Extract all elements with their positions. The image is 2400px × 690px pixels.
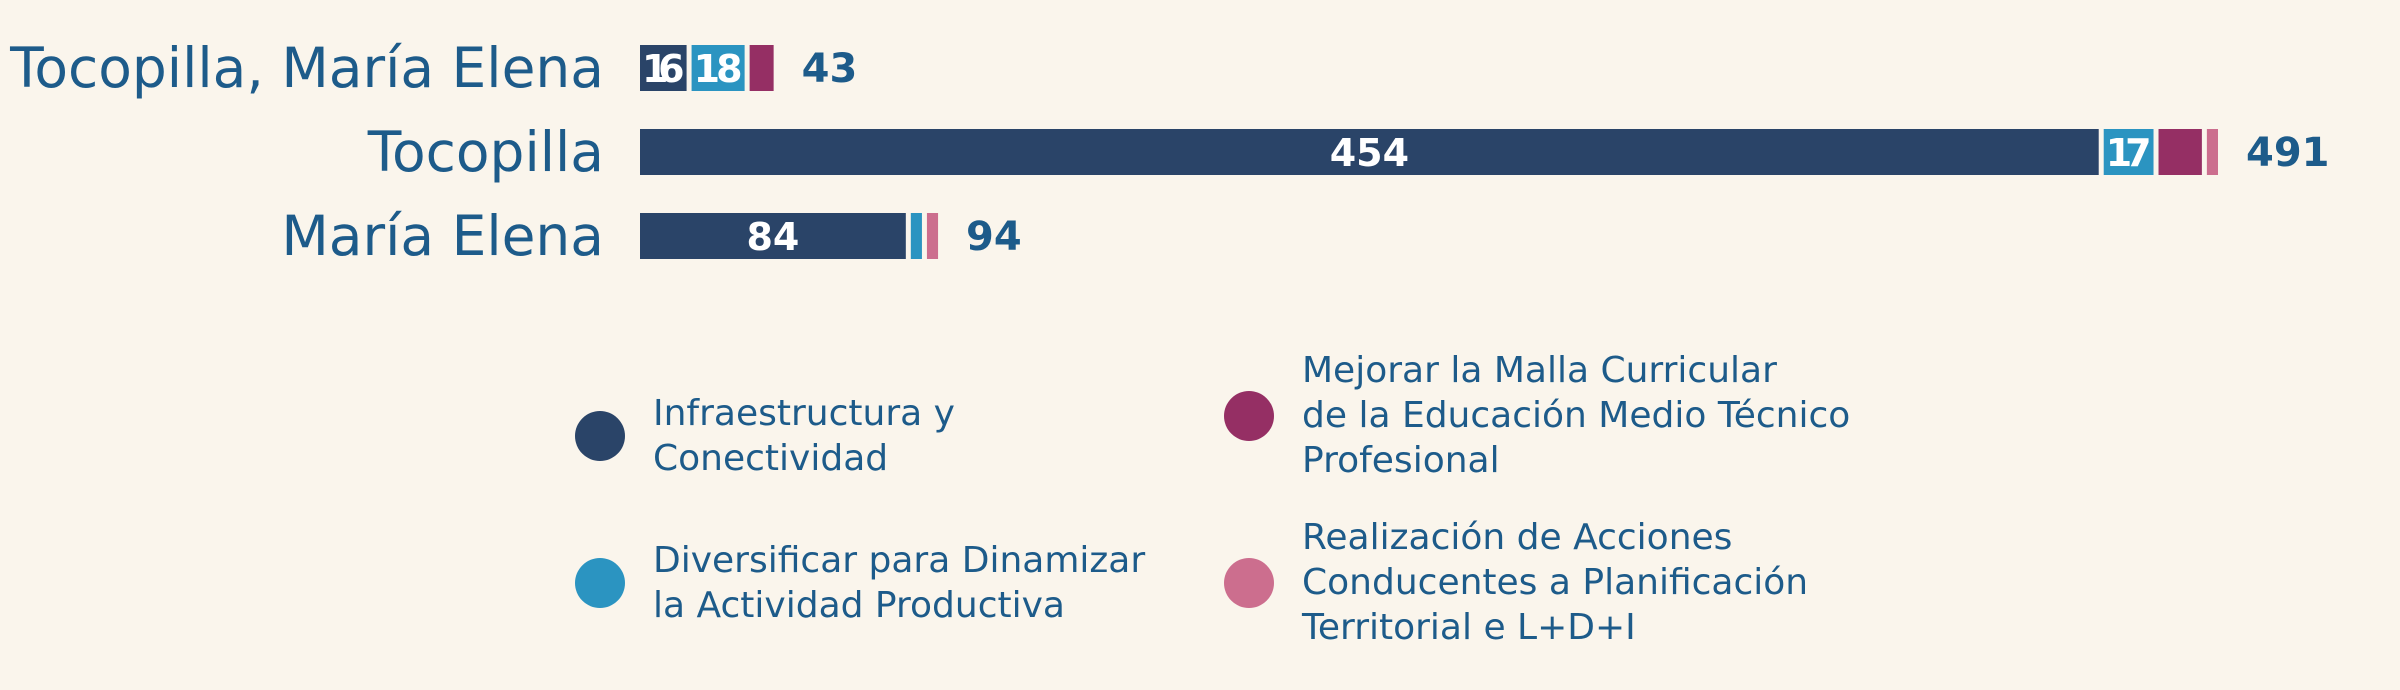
bar-segment: [926, 213, 939, 259]
bar-segment: [749, 45, 774, 91]
category-label: Tocopilla, María Elena: [9, 36, 604, 100]
bar-segment: [2158, 129, 2202, 175]
bar-segment: [910, 213, 922, 259]
bar-segment: [640, 129, 2099, 175]
segment-value-label: 454: [1330, 131, 1409, 175]
total-label: 43: [802, 46, 858, 92]
total-label: 94: [966, 214, 1022, 260]
bar-segment: [2206, 129, 2218, 175]
segment-value-label: 18: [694, 47, 743, 91]
category-label: María Elena: [281, 204, 604, 268]
bar-segment: [691, 45, 745, 91]
total-label: 491: [2246, 130, 2330, 176]
segment-value-label: 17: [2106, 131, 2152, 175]
segment-value-label: 84: [746, 215, 799, 259]
bar-segment: [640, 45, 687, 91]
bar-segment: [2103, 129, 2154, 175]
bar-segment: [640, 213, 906, 259]
segment-value-label: 16: [642, 47, 685, 91]
category-label: Tocopilla: [367, 120, 604, 184]
